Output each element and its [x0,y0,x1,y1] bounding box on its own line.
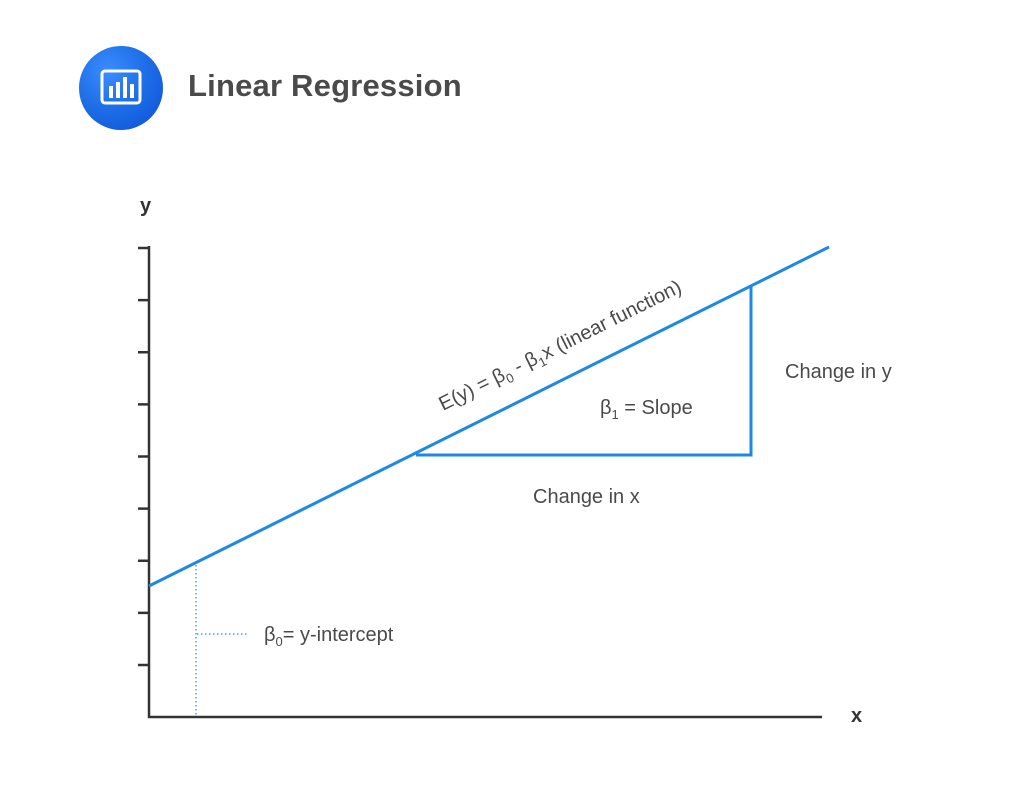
y-axis-ticks [138,246,150,667]
bar-chart-icon [79,46,163,130]
page-title: Linear Regression [188,68,462,103]
intercept-beta: β [264,624,276,646]
y-axis-label: y [140,195,152,217]
intercept-subscript: 0 [276,634,283,649]
intercept-label: β0= y-intercept [264,624,394,649]
change-in-y-label: Change in y [785,361,892,383]
x-axis-label: x [851,705,862,727]
equation-part: E(y) = β [435,364,508,415]
change-in-x-label: Change in x [533,486,640,508]
regression-line [148,245,830,588]
slope-triangle [416,287,753,457]
slope-text: = Slope [619,397,693,419]
intercept-text: = y-intercept [283,624,394,646]
equation-part: x (linear function) [538,276,685,364]
slope-label: β1 = Slope [600,397,693,422]
slope-subscript: 1 [612,407,619,422]
slope-beta: β [600,397,612,419]
